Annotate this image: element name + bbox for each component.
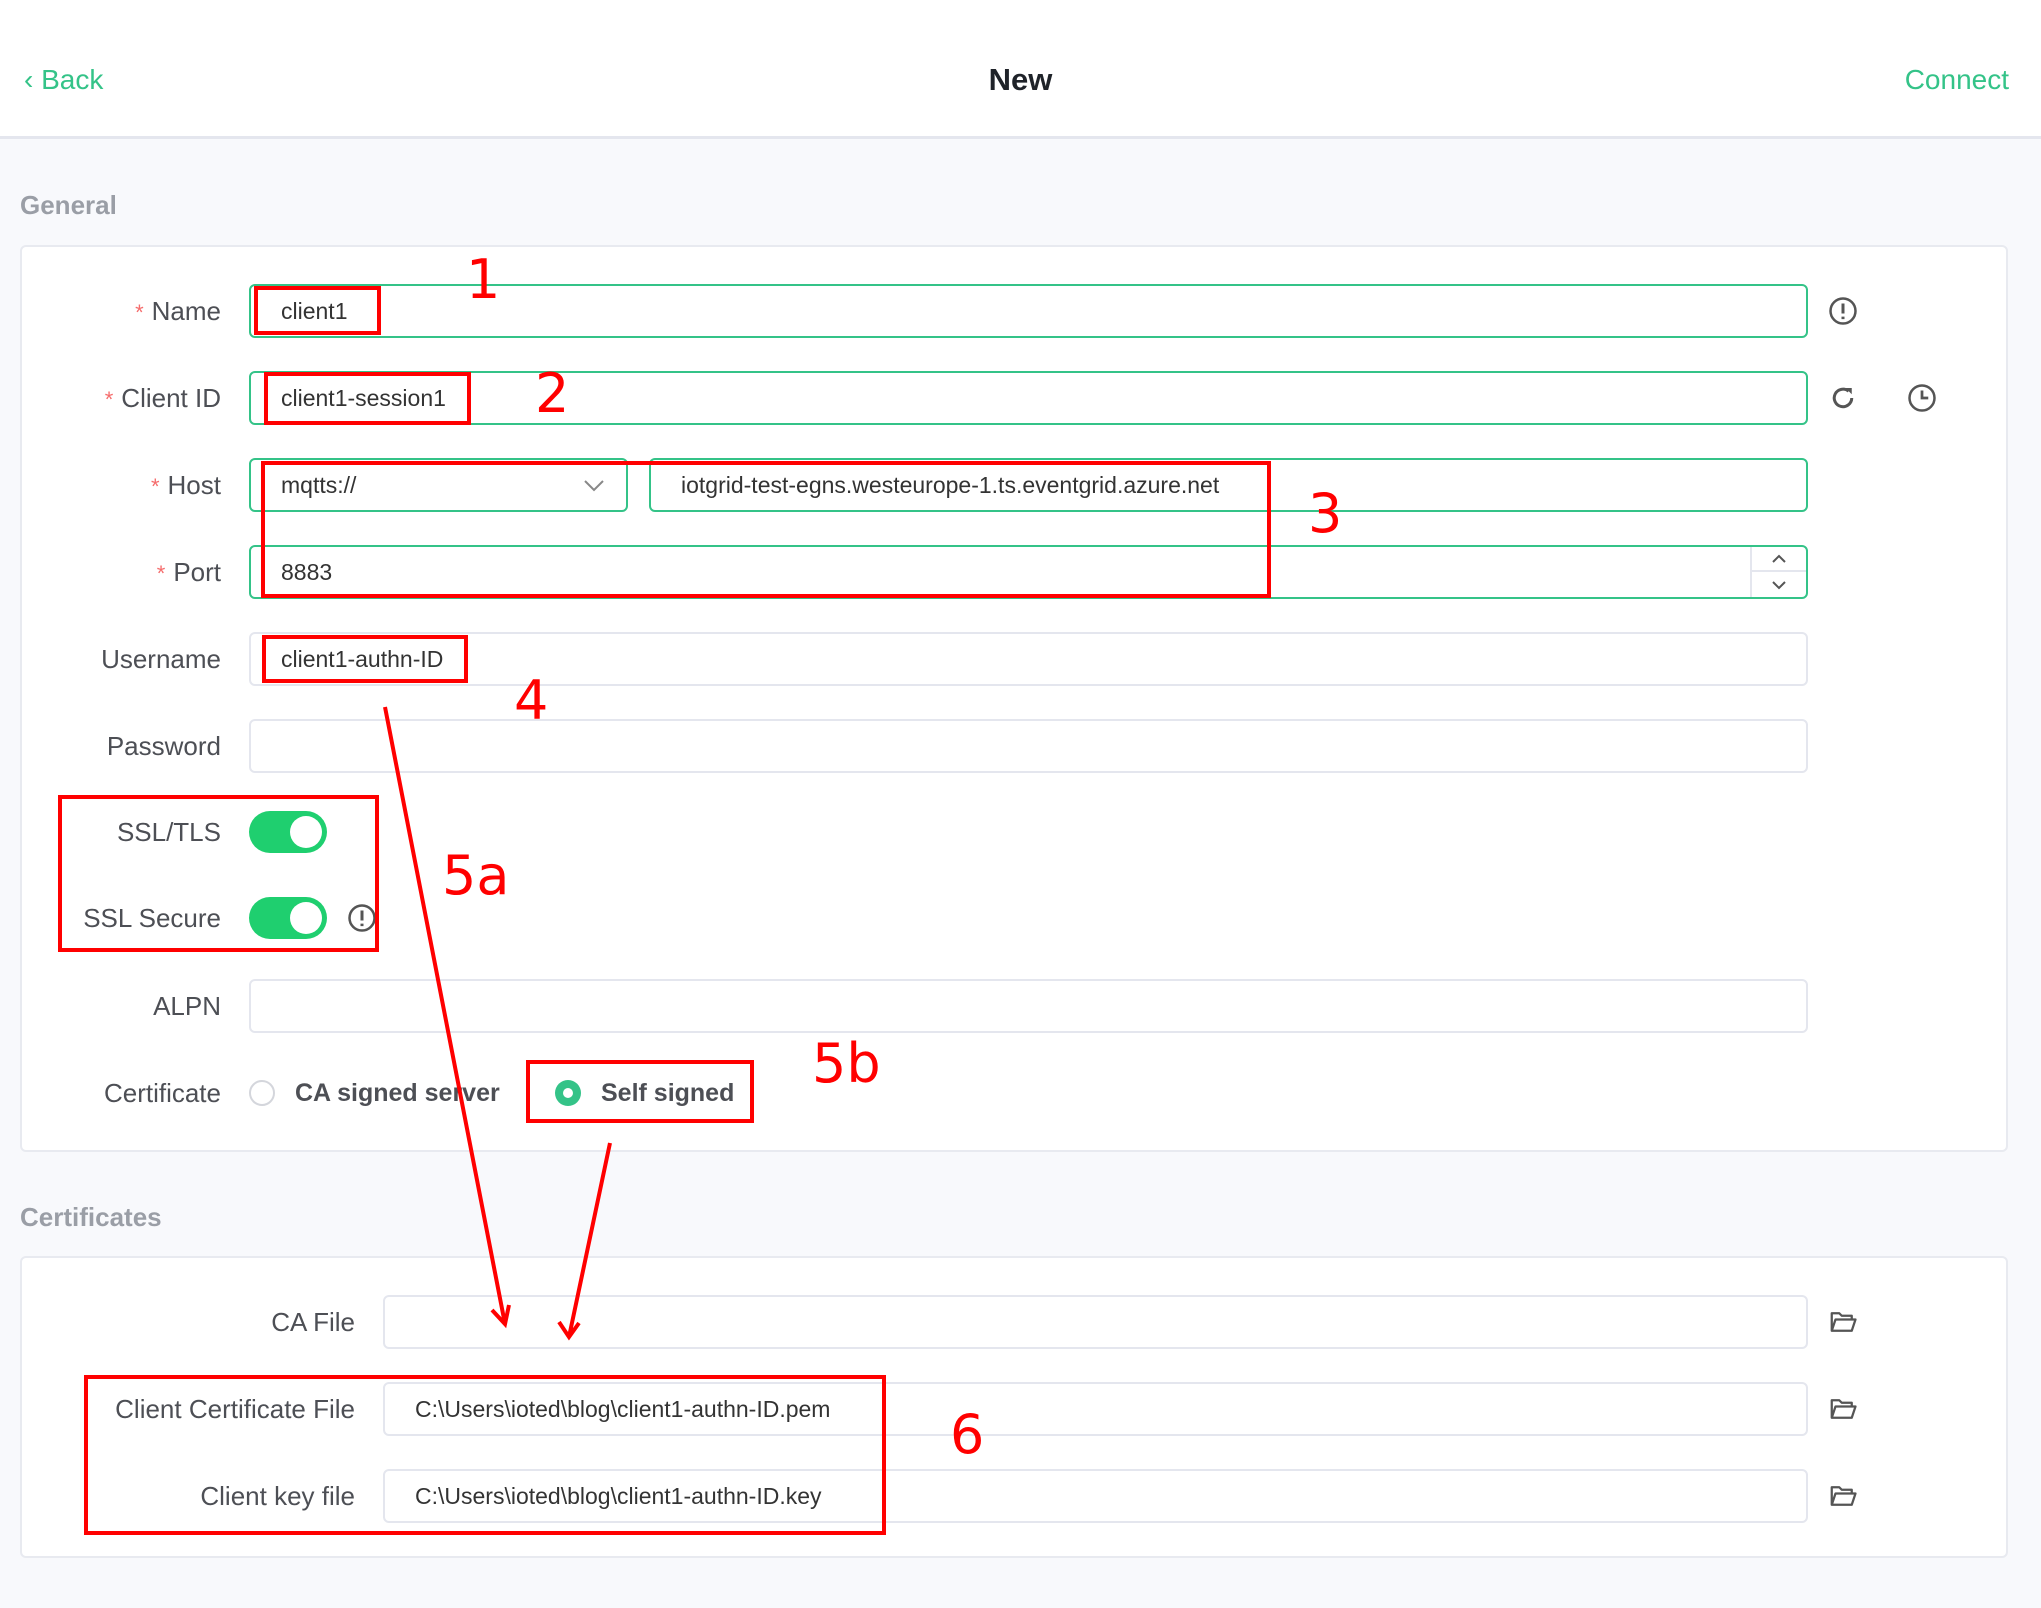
- client-id-row: * Client ID client1-session1: [22, 371, 2006, 425]
- host-row: * Host mqtts:// iotgrid-test-egns.westeur…: [22, 458, 2006, 512]
- ca-signed-radio[interactable]: [249, 1080, 275, 1106]
- section-general-title: General: [20, 190, 117, 220]
- password-input[interactable]: [249, 719, 1808, 773]
- ca-file-row: CA File: [22, 1295, 2006, 1349]
- username-label: Username: [101, 644, 221, 674]
- back-button[interactable]: ‹ Back: [24, 64, 103, 96]
- info-icon[interactable]: [347, 903, 377, 933]
- client-cert-label: Client Certificate File: [115, 1394, 355, 1424]
- port-value: 8883: [281, 559, 333, 585]
- folder-open-icon[interactable]: [1828, 1307, 1858, 1337]
- connect-button[interactable]: Connect: [1904, 64, 2009, 95]
- client-key-row: Client key file C:\Users\ioted\blog\clie…: [22, 1469, 2006, 1523]
- self-signed-label[interactable]: Self signed: [601, 1079, 735, 1107]
- ssl-tls-row: SSL/TLS: [22, 805, 2006, 859]
- chevron-left-icon: ‹: [24, 64, 34, 95]
- name-label: * Name: [135, 296, 221, 326]
- ssl-secure-row: SSL Secure: [22, 891, 2006, 945]
- name-input[interactable]: client1: [249, 284, 1808, 338]
- name-row: * Name client1: [22, 284, 2006, 338]
- alpn-input[interactable]: [249, 979, 1808, 1033]
- certificate-row: Certificate CA signed server Self signed: [22, 1066, 2006, 1120]
- increment-icon[interactable]: [1752, 547, 1806, 572]
- host-label: * Host: [150, 470, 221, 500]
- client-key-input[interactable]: C:\Users\ioted\blog\client1-authn-ID.key: [383, 1469, 1808, 1523]
- self-signed-radio[interactable]: [555, 1080, 581, 1106]
- client-id-label: * Client ID: [104, 383, 221, 413]
- back-label: Back: [41, 64, 104, 95]
- password-row: Password: [22, 719, 2006, 773]
- password-label: Password: [106, 731, 221, 761]
- ssl-tls-toggle[interactable]: [249, 811, 327, 853]
- ssl-tls-label: SSL/TLS: [116, 817, 221, 847]
- port-input[interactable]: 8883: [249, 545, 1808, 599]
- port-label: * Port: [156, 557, 221, 587]
- clock-icon[interactable]: [1907, 383, 1937, 413]
- protocol-select[interactable]: mqtts://: [249, 458, 628, 512]
- section-certificates-title: Certificates: [20, 1202, 162, 1232]
- ssl-secure-label: SSL Secure: [83, 903, 221, 933]
- header: ‹ Back New Connect: [0, 0, 2041, 139]
- port-row: * Port 8883: [22, 545, 2006, 599]
- folder-open-icon[interactable]: [1828, 1394, 1858, 1424]
- ca-file-label: CA File: [271, 1307, 355, 1337]
- client-cert-input[interactable]: C:\Users\ioted\blog\client1-authn-ID.pem: [383, 1382, 1808, 1436]
- decrement-icon[interactable]: [1752, 572, 1806, 597]
- chevron-down-icon: [584, 480, 604, 492]
- info-icon[interactable]: [1828, 296, 1858, 326]
- certificate-label: Certificate: [103, 1078, 221, 1108]
- client-cert-row: Client Certificate File C:\Users\ioted\b…: [22, 1382, 2006, 1436]
- alpn-row: ALPN: [22, 979, 2006, 1033]
- client-id-input[interactable]: client1-session1: [249, 371, 1808, 425]
- ca-file-input[interactable]: [383, 1295, 1808, 1349]
- username-input[interactable]: client1-authn-ID: [249, 632, 1808, 686]
- certificates-card: CA File Client Certificate File C:\Users…: [20, 1256, 2008, 1558]
- alpn-label: ALPN: [153, 991, 221, 1021]
- client-key-label: Client key file: [200, 1481, 355, 1511]
- host-input[interactable]: iotgrid-test-egns.westeurope-1.ts.eventg…: [649, 458, 1808, 512]
- protocol-value: mqtts://: [281, 472, 357, 498]
- ca-signed-label[interactable]: CA signed server: [295, 1079, 500, 1107]
- folder-open-icon[interactable]: [1828, 1481, 1858, 1511]
- general-card: * Name client1 * Client ID client1-session…: [20, 245, 2008, 1152]
- refresh-icon[interactable]: [1828, 383, 1858, 413]
- username-row: Username client1-authn-ID: [22, 632, 2006, 686]
- page-title: New: [988, 62, 1053, 97]
- port-stepper[interactable]: [1750, 547, 1806, 597]
- ssl-secure-toggle[interactable]: [249, 897, 327, 939]
